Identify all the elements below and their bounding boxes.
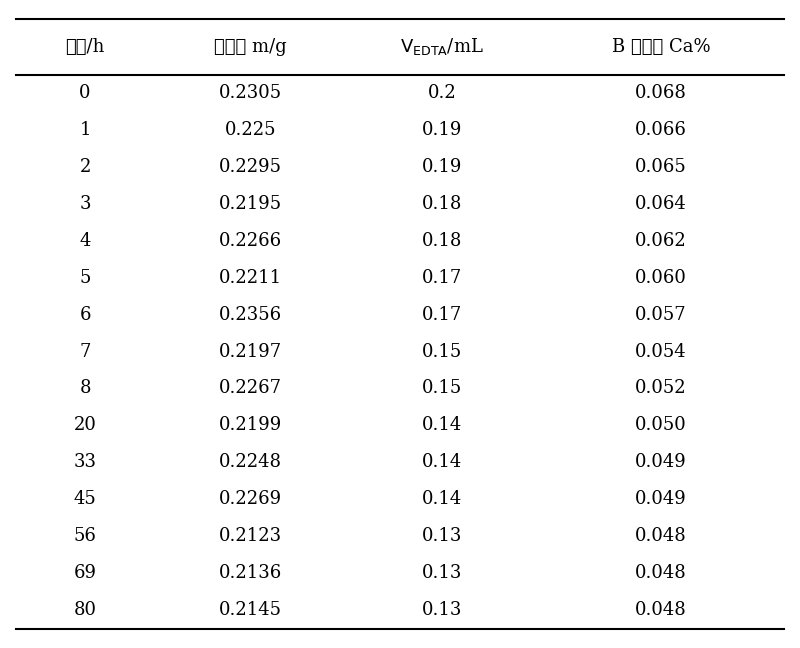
Text: 0.2: 0.2 bbox=[428, 84, 457, 102]
Text: 0.062: 0.062 bbox=[635, 232, 687, 249]
Text: 2: 2 bbox=[79, 158, 91, 176]
Text: 0.13: 0.13 bbox=[422, 564, 462, 582]
Text: 0.225: 0.225 bbox=[225, 121, 276, 139]
Text: 0.2195: 0.2195 bbox=[218, 195, 282, 213]
Text: 0.054: 0.054 bbox=[635, 343, 687, 360]
Text: 69: 69 bbox=[74, 564, 97, 582]
Text: 0.048: 0.048 bbox=[635, 527, 687, 545]
Text: 0.18: 0.18 bbox=[422, 195, 462, 213]
Text: 0.065: 0.065 bbox=[635, 158, 687, 176]
Text: 0.2199: 0.2199 bbox=[218, 417, 282, 434]
Text: 7: 7 bbox=[79, 343, 91, 360]
Text: 0.2266: 0.2266 bbox=[218, 232, 282, 249]
Text: 0.15: 0.15 bbox=[422, 343, 462, 360]
Text: 6: 6 bbox=[79, 306, 91, 323]
Text: B 磷酸槽 Ca%: B 磷酸槽 Ca% bbox=[612, 38, 710, 56]
Text: 0.048: 0.048 bbox=[635, 564, 687, 582]
Text: 0.050: 0.050 bbox=[635, 417, 687, 434]
Text: 80: 80 bbox=[74, 601, 97, 619]
Text: 0.060: 0.060 bbox=[635, 269, 687, 286]
Text: 0.15: 0.15 bbox=[422, 380, 462, 397]
Text: 0.2269: 0.2269 bbox=[218, 491, 282, 508]
Text: 0.14: 0.14 bbox=[422, 417, 462, 434]
Text: 0.2136: 0.2136 bbox=[218, 564, 282, 582]
Text: 0.2248: 0.2248 bbox=[218, 454, 282, 471]
Text: 33: 33 bbox=[74, 454, 97, 471]
Text: 0.19: 0.19 bbox=[422, 121, 462, 139]
Text: 8: 8 bbox=[79, 380, 91, 397]
Text: 0.057: 0.057 bbox=[635, 306, 687, 323]
Text: 56: 56 bbox=[74, 527, 97, 545]
Text: 0.18: 0.18 bbox=[422, 232, 462, 249]
Text: 45: 45 bbox=[74, 491, 97, 508]
Text: 取样量 m/g: 取样量 m/g bbox=[214, 38, 286, 56]
Text: 0.064: 0.064 bbox=[635, 195, 687, 213]
Text: 0.14: 0.14 bbox=[422, 454, 462, 471]
Text: 时间/h: 时间/h bbox=[66, 38, 105, 56]
Text: 0.2267: 0.2267 bbox=[218, 380, 282, 397]
Text: 20: 20 bbox=[74, 417, 97, 434]
Text: 0.17: 0.17 bbox=[422, 306, 462, 323]
Text: 0.2356: 0.2356 bbox=[218, 306, 282, 323]
Text: 0.19: 0.19 bbox=[422, 158, 462, 176]
Text: 0.2123: 0.2123 bbox=[218, 527, 282, 545]
Text: $\mathrm{V_{EDTA}}$/mL: $\mathrm{V_{EDTA}}$/mL bbox=[401, 36, 484, 58]
Text: 0.049: 0.049 bbox=[635, 491, 687, 508]
Text: 0.17: 0.17 bbox=[422, 269, 462, 286]
Text: 0.2197: 0.2197 bbox=[218, 343, 282, 360]
Text: 0.2295: 0.2295 bbox=[218, 158, 282, 176]
Text: 0.2305: 0.2305 bbox=[218, 84, 282, 102]
Text: 1: 1 bbox=[79, 121, 91, 139]
Text: 5: 5 bbox=[79, 269, 91, 286]
Text: 0.048: 0.048 bbox=[635, 601, 687, 619]
Text: 0.049: 0.049 bbox=[635, 454, 687, 471]
Text: 0.068: 0.068 bbox=[635, 84, 687, 102]
Text: 0.13: 0.13 bbox=[422, 527, 462, 545]
Text: 0.14: 0.14 bbox=[422, 491, 462, 508]
Text: 0: 0 bbox=[79, 84, 91, 102]
Text: 0.052: 0.052 bbox=[635, 380, 687, 397]
Text: 0.2211: 0.2211 bbox=[218, 269, 282, 286]
Text: 0.13: 0.13 bbox=[422, 601, 462, 619]
Text: 0.2145: 0.2145 bbox=[218, 601, 282, 619]
Text: 0.066: 0.066 bbox=[635, 121, 687, 139]
Text: 4: 4 bbox=[79, 232, 91, 249]
Text: 3: 3 bbox=[79, 195, 91, 213]
